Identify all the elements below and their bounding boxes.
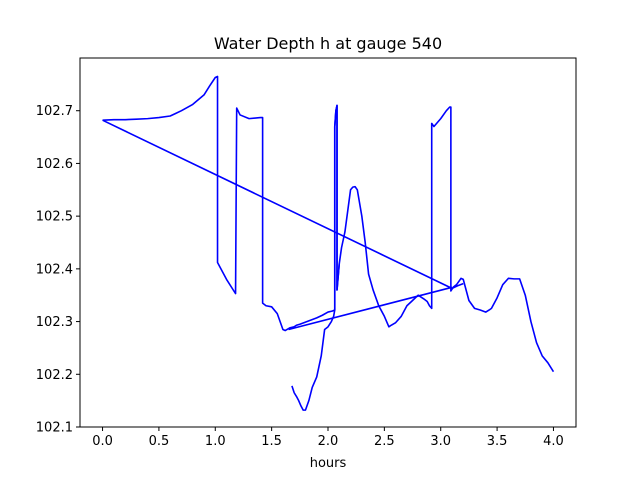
x-tick-label: 4.0 xyxy=(543,434,564,449)
series-line-3 xyxy=(102,119,464,290)
series-line-1 xyxy=(102,75,555,373)
series-layer xyxy=(102,75,555,411)
y-axis-ticks: 102.1 102.2 102.3 102.4 102.5 102.6 102.7 xyxy=(36,104,80,436)
x-axis-label: hours xyxy=(310,456,347,471)
x-tick-label: 2.0 xyxy=(318,434,339,449)
x-tick-label: 1.0 xyxy=(205,434,226,449)
y-tick-label: 102.7 xyxy=(36,104,73,119)
y-tick-label: 102.4 xyxy=(36,262,73,277)
y-tick-label: 102.3 xyxy=(36,315,73,330)
x-tick-label: 3.0 xyxy=(430,434,451,449)
y-tick-label: 102.1 xyxy=(36,421,73,436)
x-tick-label: 0.5 xyxy=(149,434,170,449)
chart-title: Water Depth h at gauge 540 xyxy=(214,34,442,53)
x-tick-label: 3.5 xyxy=(487,434,508,449)
y-tick-label: 102.2 xyxy=(36,368,73,383)
x-tick-label: 2.5 xyxy=(374,434,395,449)
series-line-4 xyxy=(288,286,453,331)
y-tick-label: 102.6 xyxy=(36,157,73,172)
x-axis-ticks: 0.0 0.5 1.0 1.5 2.0 2.5 3.0 3.5 4.0 xyxy=(92,427,564,449)
series-line-2 xyxy=(291,104,341,411)
y-tick-label: 102.5 xyxy=(36,210,73,225)
x-tick-label: 1.5 xyxy=(261,434,282,449)
x-tick-label: 0.0 xyxy=(92,434,113,449)
